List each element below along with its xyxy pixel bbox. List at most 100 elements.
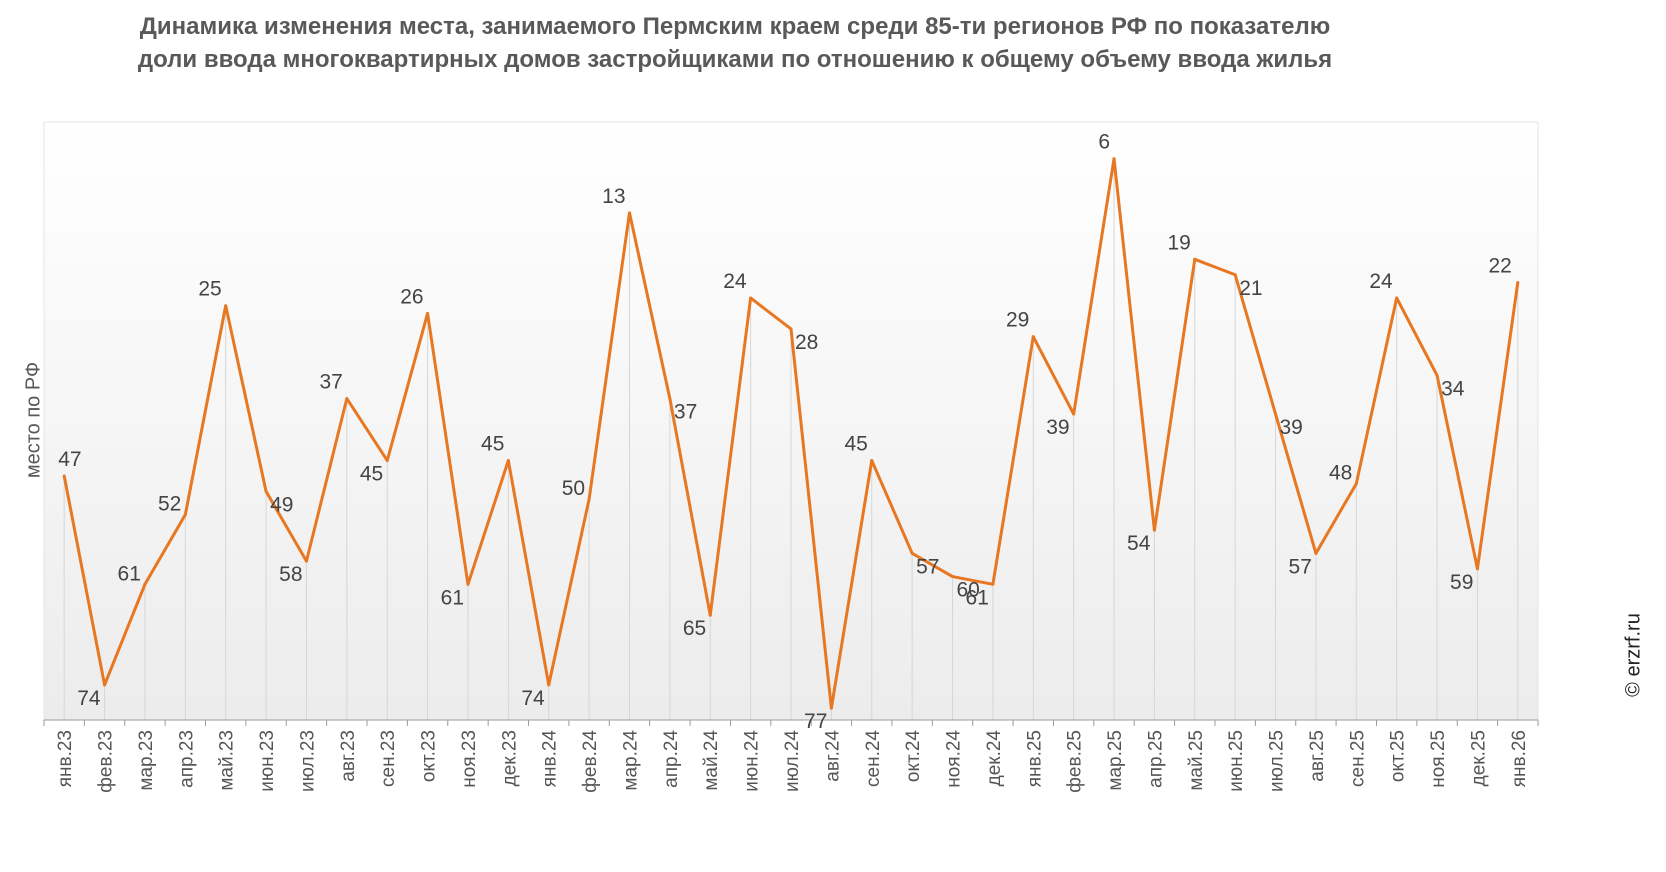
data-label: 60 (957, 579, 980, 602)
data-point (1395, 296, 1399, 300)
data-label: 26 (400, 286, 423, 309)
x-tick-label: июл.24 (782, 730, 803, 792)
data-point (910, 551, 914, 555)
x-tick-label: фев.23 (96, 730, 117, 793)
data-point (829, 706, 833, 710)
x-tick-label: ноя.25 (1428, 730, 1449, 788)
data-point (1072, 412, 1076, 416)
x-tick-label: мар.23 (136, 730, 157, 791)
data-label: 19 (1167, 231, 1190, 254)
data-point (62, 474, 66, 478)
data-label: 29 (1006, 309, 1029, 332)
data-point (1516, 281, 1520, 284)
x-tick-label: мар.25 (1105, 730, 1126, 791)
data-point (708, 613, 712, 617)
data-point (789, 327, 793, 331)
x-tick-label: авг.23 (338, 730, 359, 782)
data-label: 49 (270, 493, 293, 516)
data-label: 54 (1127, 532, 1151, 555)
x-tick-label: янв.23 (55, 730, 76, 787)
data-label: 74 (77, 687, 101, 710)
x-tick-label: фев.24 (580, 730, 601, 793)
x-tick-label: сен.23 (378, 730, 399, 787)
data-label: 58 (279, 563, 302, 586)
x-tick-label: июн.24 (742, 730, 763, 792)
data-label: 57 (916, 555, 939, 578)
data-point (1233, 273, 1237, 277)
data-point (264, 489, 268, 493)
data-label: 74 (521, 687, 545, 710)
data-point (385, 458, 389, 462)
data-point (345, 397, 349, 401)
data-point (143, 582, 147, 586)
data-label: 37 (319, 371, 342, 394)
data-label: 6 (1098, 131, 1110, 154)
data-point (951, 575, 955, 579)
x-tick-label: сен.25 (1347, 730, 1368, 787)
x-tick-label: дек.25 (1468, 730, 1489, 786)
data-series (62, 157, 1520, 710)
x-tick-label: авг.24 (822, 730, 843, 782)
data-point (304, 559, 308, 563)
x-axis-ticks: янв.23 фев.23 мар.23 апр.23 май.23 июн.23 июл.… (43, 720, 1539, 793)
x-tick-label: мар.24 (620, 730, 641, 791)
x-tick-label: дек.24 (984, 730, 1005, 787)
data-label: 65 (683, 617, 706, 640)
data-label: 25 (198, 278, 221, 301)
data-point (991, 582, 995, 586)
data-label: 13 (602, 185, 625, 208)
data-label: 59 (1450, 571, 1473, 594)
data-point (1435, 373, 1439, 377)
data-labels: 47 74 61 52 25 49 58 37 45 26 61 45 74 50 13 37 65 24 28 77… (58, 131, 1512, 733)
data-point (103, 683, 107, 687)
data-point (1152, 528, 1156, 532)
data-label: 24 (723, 270, 747, 293)
data-point (224, 304, 228, 308)
chart-title: Динамика изменения места, занимаемого Пе… (137, 13, 1333, 73)
data-label: 52 (158, 493, 181, 516)
x-tick-label: июл.25 (1267, 730, 1288, 792)
x-tick-label: апр.25 (1145, 730, 1166, 788)
data-label: 57 (1289, 555, 1312, 578)
x-tick-label: апр.24 (661, 730, 682, 788)
data-point (1314, 551, 1318, 555)
x-tick-label: апр.23 (176, 730, 197, 788)
data-label: 45 (844, 433, 867, 456)
x-tick-label: июн.23 (257, 730, 278, 792)
data-label: 48 (1329, 462, 1352, 485)
x-tick-label: май.25 (1186, 730, 1207, 791)
data-point (587, 497, 591, 501)
data-point (1193, 257, 1197, 261)
data-point (506, 458, 510, 462)
data-label: 61 (441, 586, 464, 609)
data-label: 45 (481, 433, 504, 456)
data-label: 61 (966, 586, 989, 609)
data-label: 34 (1441, 377, 1465, 400)
x-tick-label: окт.25 (1388, 730, 1409, 782)
x-tick-label: янв.24 (540, 730, 561, 788)
data-point (547, 683, 551, 687)
data-point (870, 458, 874, 462)
data-point (749, 296, 753, 300)
data-label: 37 (674, 401, 697, 424)
data-point (627, 211, 631, 215)
x-tick-label: авг.25 (1307, 730, 1328, 782)
x-tick-label: янв.25 (1024, 730, 1045, 787)
data-label: 61 (118, 562, 141, 585)
data-point (426, 311, 430, 315)
x-tick-label: май.23 (217, 730, 238, 791)
gridlines (63, 158, 1519, 720)
data-label: 39 (1046, 416, 1069, 439)
data-point (1274, 412, 1278, 416)
x-tick-label: янв.26 (1509, 730, 1530, 787)
x-tick-label: фев.25 (1065, 730, 1086, 793)
data-point (183, 513, 187, 517)
data-point (1031, 335, 1035, 339)
data-point (1354, 482, 1358, 486)
x-tick-label: ноя.23 (459, 730, 480, 788)
data-label: 39 (1280, 416, 1303, 439)
data-label: 22 (1488, 255, 1511, 278)
x-tick-label: сен.24 (863, 730, 884, 787)
data-label: 50 (562, 477, 585, 500)
